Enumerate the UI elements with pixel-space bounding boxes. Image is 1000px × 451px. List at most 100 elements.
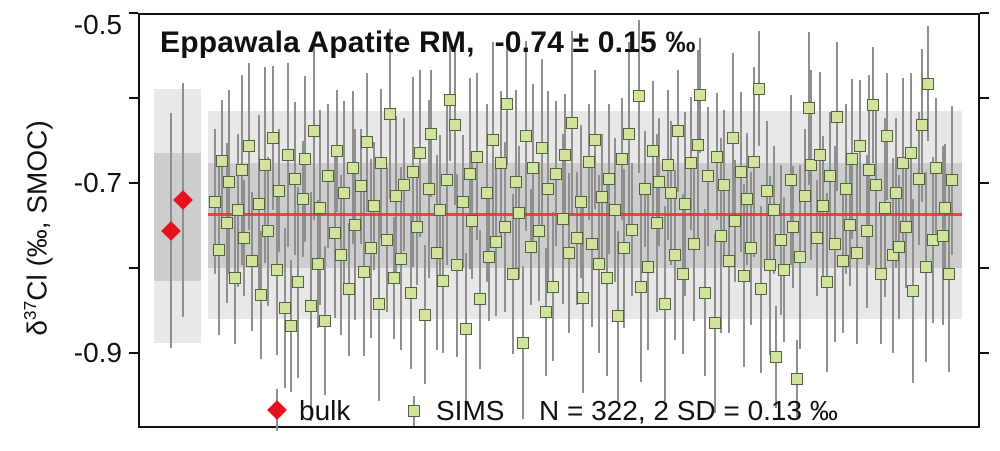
sims-data-point — [775, 233, 787, 246]
sims-data-point — [639, 182, 651, 195]
sims-data-point — [390, 189, 402, 202]
sims-data-point — [589, 133, 601, 146]
sims-data-point — [799, 189, 811, 202]
sims-data-point — [405, 286, 417, 299]
sims-data-point — [738, 269, 750, 282]
y-tick-right — [980, 182, 989, 184]
sims-data-point — [259, 159, 271, 172]
sims-data-point — [659, 297, 671, 310]
sims-data-point — [803, 102, 815, 115]
sims-data-point — [423, 182, 435, 195]
y-tick-left — [129, 352, 138, 354]
sims-data-point — [384, 108, 396, 121]
sims-data-point — [388, 272, 400, 285]
sims-data-point — [870, 178, 882, 191]
sims-data-point — [557, 212, 569, 225]
chart-title: Eppawala Apatite RM, -0.74 ± 0.15 ‰ — [160, 26, 696, 60]
sims-data-point — [527, 161, 539, 174]
sims-data-point — [893, 240, 905, 253]
sims-data-point — [236, 164, 248, 177]
y-axis-superscript: 37 — [20, 300, 40, 321]
sims-data-point — [575, 195, 587, 208]
sims-data-point — [271, 263, 283, 276]
sims-data-point — [285, 319, 297, 332]
sims-data-point — [279, 301, 291, 314]
sims-data-point — [533, 225, 545, 238]
sims-data-point — [525, 240, 537, 253]
y-axis-title: δ37Cl (‰, SMOC) — [10, 78, 53, 378]
sims-data-point — [398, 178, 410, 191]
sims-data-point — [916, 119, 928, 132]
sims-data-point — [471, 150, 483, 163]
sims-data-point — [407, 165, 419, 178]
sims-data-point — [507, 267, 519, 280]
sims-data-point — [343, 283, 355, 296]
sims-data-point — [347, 161, 359, 174]
sims-data-point — [785, 174, 797, 187]
sims-data-point — [616, 153, 628, 166]
sims-data-point — [755, 283, 767, 296]
sims-data-point — [464, 167, 476, 180]
sims-data-point — [273, 184, 285, 197]
sims-data-point — [930, 161, 942, 174]
sims-data-point — [879, 201, 891, 214]
sims-data-point — [709, 317, 721, 330]
sims-data-point — [483, 250, 495, 263]
sims-data-point — [547, 280, 559, 293]
sims-data-point — [322, 170, 334, 183]
sims-data-point — [603, 172, 615, 185]
sims-data-point — [723, 255, 735, 268]
sims-data-point — [764, 259, 776, 272]
sims-data-point — [329, 227, 341, 240]
sims-data-point — [854, 140, 866, 153]
sims-data-point — [282, 148, 294, 161]
sims-data-point — [890, 187, 902, 200]
sims-data-point — [791, 372, 803, 385]
sims-data-point — [748, 155, 760, 168]
sims-data-point — [770, 351, 782, 364]
sims-data-point — [297, 193, 309, 206]
legend-sims-marker — [408, 405, 420, 417]
sims-data-point — [814, 148, 826, 161]
y-tick-left — [129, 182, 138, 184]
sims-data-point — [672, 125, 684, 138]
sims-data-point — [811, 232, 823, 245]
sims-data-point — [612, 310, 624, 323]
y-axis-delta: δ — [21, 320, 53, 336]
sims-data-point — [331, 144, 343, 157]
sims-data-point — [609, 204, 621, 217]
sims-data-point — [824, 170, 836, 183]
mean-line — [208, 212, 962, 216]
sims-data-point — [381, 233, 393, 246]
sims-data-point — [778, 263, 790, 276]
sims-data-point — [501, 97, 513, 110]
sims-data-point — [863, 164, 875, 177]
sims-data-point — [355, 180, 367, 193]
sims-data-point — [685, 157, 697, 170]
y-tick-left — [129, 97, 138, 99]
sims-data-point — [840, 182, 852, 195]
sims-data-point — [314, 201, 326, 214]
sims-data-point — [319, 314, 331, 327]
sims-data-point — [460, 323, 472, 336]
sims-data-point — [635, 280, 647, 293]
sims-data-point — [623, 127, 635, 140]
sims-data-point — [305, 300, 317, 313]
sims-data-point — [299, 153, 311, 166]
chart-title-sample: Eppawala Apatite RM, — [160, 26, 475, 59]
sims-data-point — [601, 272, 613, 285]
y-tick-right — [980, 267, 989, 269]
plot-area — [129, 12, 989, 428]
y-tick-right — [980, 97, 989, 99]
sims-data-point — [449, 119, 461, 132]
sims-data-point — [699, 286, 711, 299]
sims-data-point — [253, 198, 265, 211]
sims-data-point — [246, 255, 258, 268]
sims-data-point — [851, 246, 863, 259]
sims-data-point — [419, 308, 431, 321]
sims-data-point — [831, 110, 843, 123]
sims-data-point — [550, 167, 562, 180]
sims-data-point — [517, 336, 529, 349]
legend-sims-label: SIMS — [436, 395, 505, 426]
